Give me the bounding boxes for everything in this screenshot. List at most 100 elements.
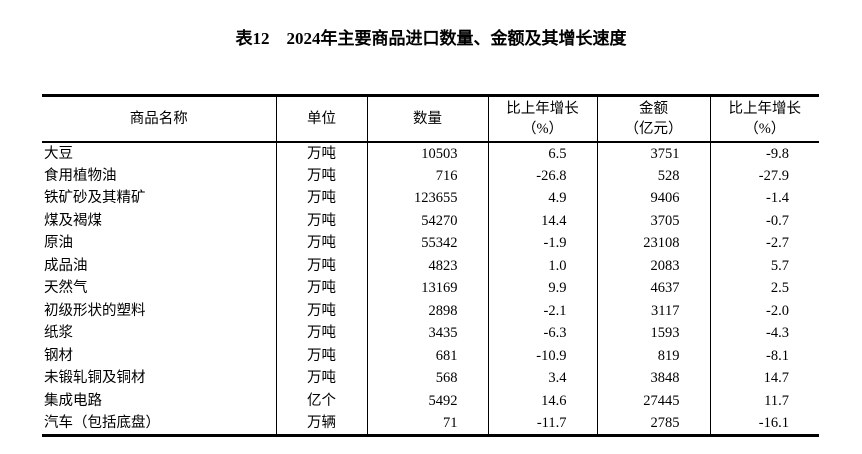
cell-unit: 万吨 — [275, 344, 367, 367]
cell-quantity-growth: -2.1 — [487, 299, 597, 322]
header-amount: 金额 （亿元） — [596, 95, 710, 142]
cell-amount-growth: -0.7 — [709, 209, 819, 232]
cell-name: 铁矿砂及其精矿 — [44, 190, 146, 207]
cell-name: 未锻轧铜及铜材 — [44, 370, 146, 387]
cell-quantity: 568 — [366, 367, 488, 390]
cell-quantity-growth: 9.9 — [487, 277, 597, 300]
header-name: 商品名称 — [129, 110, 188, 127]
cell-quantity: 2898 — [366, 299, 488, 322]
table-row: 集成电路 亿个 5492 14.6 27445 11.7 — [42, 389, 819, 412]
cell-amount-growth: -8.1 — [709, 344, 819, 367]
cell-amount: 819 — [596, 344, 710, 367]
cell-amount: 9406 — [596, 187, 710, 210]
cell-amount-growth: -9.8 — [709, 141, 819, 165]
cell-amount: 27445 — [596, 389, 710, 412]
cell-unit: 万吨 — [275, 164, 367, 187]
table-row: 原油 万吨 55342 -1.9 23108 -2.7 — [42, 232, 819, 255]
cell-amount: 23108 — [596, 232, 710, 255]
cell-amount-growth: 11.7 — [709, 389, 819, 412]
cell-quantity: 123655 — [366, 187, 488, 210]
cell-amount: 4637 — [596, 277, 710, 300]
cell-unit: 亿个 — [275, 389, 367, 412]
table-row: 煤及褐煤 万吨 54270 14.4 3705 -0.7 — [42, 209, 819, 232]
cell-unit: 万吨 — [275, 322, 367, 345]
cell-name: 食用植物油 — [44, 167, 117, 184]
cell-quantity-growth: 3.4 — [487, 367, 597, 390]
table-row: 汽车（包括底盘） 万辆 71 -11.7 2785 -16.1 — [42, 412, 819, 436]
header-quantity-growth: 比上年增长 （%） — [487, 95, 597, 142]
cell-name: 大豆 — [44, 145, 73, 162]
cell-quantity-growth: 14.4 — [487, 209, 597, 232]
cell-quantity: 681 — [366, 344, 488, 367]
cell-name: 汽车（包括底盘） — [44, 415, 160, 431]
cell-amount: 3848 — [596, 367, 710, 390]
cell-amount: 528 — [596, 164, 710, 187]
cell-unit: 万吨 — [275, 187, 367, 210]
cell-quantity-growth: -1.9 — [487, 232, 597, 255]
cell-name: 原油 — [44, 235, 73, 252]
table-row: 初级形状的塑料 万吨 2898 -2.1 3117 -2.0 — [42, 299, 819, 322]
cell-amount: 2785 — [596, 412, 710, 436]
cell-amount: 3117 — [596, 299, 710, 322]
cell-unit: 万吨 — [275, 254, 367, 277]
header-unit: 单位 — [275, 95, 367, 142]
cell-amount-growth: 5.7 — [709, 254, 819, 277]
cell-amount-growth: -16.1 — [709, 412, 819, 436]
cell-name: 钢材 — [44, 347, 73, 364]
table-row: 天然气 万吨 13169 9.9 4637 2.5 — [42, 277, 819, 300]
table-row: 食用植物油 万吨 716 -26.8 528 -27.9 — [42, 164, 819, 187]
cell-quantity: 5492 — [366, 389, 488, 412]
header-quantity: 数量 — [366, 95, 488, 142]
cell-quantity-growth: -10.9 — [487, 344, 597, 367]
cell-quantity-growth: -26.8 — [487, 164, 597, 187]
table-title: 表12 2024年主要商品进口数量、金额及其增长速度 — [235, 29, 627, 48]
cell-unit: 万吨 — [275, 367, 367, 390]
cell-name: 集成电路 — [44, 392, 102, 409]
cell-quantity-growth: -6.3 — [487, 322, 597, 345]
cell-quantity: 54270 — [366, 209, 488, 232]
cell-quantity-growth: 6.5 — [487, 141, 597, 165]
cell-amount: 2083 — [596, 254, 710, 277]
cell-quantity-growth: -11.7 — [487, 412, 597, 436]
cell-name: 煤及褐煤 — [44, 212, 102, 229]
table-row: 成品油 万吨 4823 1.0 2083 5.7 — [42, 254, 819, 277]
cell-amount-growth: -1.4 — [709, 187, 819, 210]
header-amount-growth: 比上年增长 （%） — [709, 95, 819, 142]
cell-quantity: 10503 — [366, 141, 488, 165]
cell-name: 天然气 — [44, 280, 88, 297]
cell-unit: 万辆 — [275, 412, 367, 436]
cell-amount: 3751 — [596, 141, 710, 165]
cell-amount-growth: -27.9 — [709, 164, 819, 187]
table-row: 纸浆 万吨 3435 -6.3 1593 -4.3 — [42, 322, 819, 345]
table-row: 大豆 万吨 10503 6.5 3751 -9.8 — [42, 141, 819, 165]
table-body: 大豆 万吨 10503 6.5 3751 -9.8 食用植物油 万吨 716 -26.8 528 -2… — [42, 141, 819, 436]
cell-amount-growth: 2.5 — [709, 277, 819, 300]
table-row: 钢材 万吨 681 -10.9 819 -8.1 — [42, 344, 819, 367]
cell-quantity-growth: 1.0 — [487, 254, 597, 277]
import-table: 商品名称 单位 数量 比上年增长 （%） 金额 （亿元） 比上年增长 （%） 大豆 万吨 10… — [42, 94, 819, 437]
cell-name: 纸浆 — [44, 325, 73, 342]
cell-name: 成品油 — [44, 257, 88, 274]
cell-unit: 万吨 — [275, 232, 367, 255]
cell-name: 初级形状的塑料 — [44, 302, 146, 319]
cell-quantity-growth: 4.9 — [487, 187, 597, 210]
table-row: 未锻轧铜及铜材 万吨 568 3.4 3848 14.7 — [42, 367, 819, 390]
cell-quantity: 71 — [366, 412, 488, 436]
cell-amount-growth: -2.0 — [709, 299, 819, 322]
cell-unit: 万吨 — [275, 141, 367, 165]
cell-unit: 万吨 — [275, 209, 367, 232]
cell-quantity: 13169 — [366, 277, 488, 300]
cell-amount: 3705 — [596, 209, 710, 232]
table-row: 铁矿砂及其精矿 万吨 123655 4.9 9406 -1.4 — [42, 187, 819, 210]
cell-amount: 1593 — [596, 322, 710, 345]
cell-quantity-growth: 14.6 — [487, 389, 597, 412]
cell-unit: 万吨 — [275, 277, 367, 300]
cell-amount-growth: -2.7 — [709, 232, 819, 255]
cell-quantity: 716 — [366, 164, 488, 187]
cell-unit: 万吨 — [275, 299, 367, 322]
cell-quantity: 55342 — [366, 232, 488, 255]
cell-amount-growth: -4.3 — [709, 322, 819, 345]
table-header: 商品名称 单位 数量 比上年增长 （%） 金额 （亿元） 比上年增长 （%） — [42, 95, 819, 142]
cell-amount-growth: 14.7 — [709, 367, 819, 390]
cell-quantity: 4823 — [366, 254, 488, 277]
